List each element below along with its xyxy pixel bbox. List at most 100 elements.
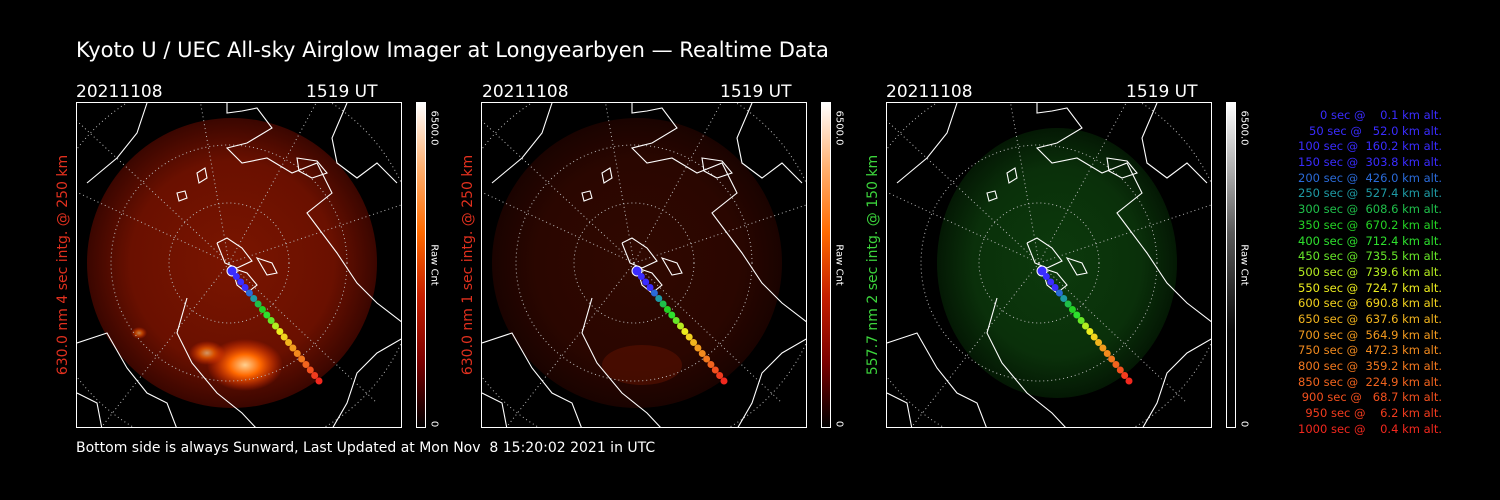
trajectory-point xyxy=(1086,328,1094,335)
panel-3-colorbar xyxy=(1226,102,1236,428)
trajectory-point xyxy=(1082,322,1089,330)
panel-2-ylabel: 630.0 nm 1 sec intg. @ 250 km xyxy=(460,154,476,376)
trajectory-point xyxy=(655,295,663,302)
trajectory-point xyxy=(685,333,693,341)
trajectory-point xyxy=(659,300,667,308)
legend-row: 100 sec @ 160.2 km alt. xyxy=(1298,139,1442,154)
trajectory-point xyxy=(698,350,706,357)
trajectory-point xyxy=(1099,344,1107,352)
trajectory-point xyxy=(293,350,301,357)
trajectory-point xyxy=(711,366,719,374)
trajectory-point xyxy=(703,355,711,363)
legend-row: 750 sec @ 472.3 km alt. xyxy=(1298,343,1442,358)
legend-row: 850 sec @ 224.9 km alt. xyxy=(1298,374,1442,389)
trajectory-point xyxy=(285,339,293,346)
legend-row: 550 sec @ 724.7 km alt. xyxy=(1298,280,1442,295)
trajectory-point xyxy=(1121,372,1129,379)
trajectory-point xyxy=(650,289,658,297)
trajectory-point xyxy=(707,361,715,368)
trajectory-point xyxy=(1047,278,1055,286)
trajectory-point xyxy=(1060,295,1068,302)
trajectory-point xyxy=(1090,333,1098,341)
trajectory-point xyxy=(1042,273,1050,280)
panel-3-colorbar-label: Raw Cnt xyxy=(1238,244,1250,286)
trajectory-point xyxy=(1125,377,1133,385)
trajectory-point xyxy=(1103,350,1111,357)
panel-2-colorbar-max: 6500.0 xyxy=(833,110,845,146)
panel-1-image xyxy=(76,102,402,428)
trajectory-point xyxy=(672,317,680,324)
legend-row: 650 sec @ 637.6 km alt. xyxy=(1298,311,1442,326)
legend-row: 300 sec @ 608.6 km alt. xyxy=(1298,202,1442,217)
trajectory-point xyxy=(1108,355,1116,363)
trajectory-point xyxy=(681,328,689,335)
trajectory-point xyxy=(1068,306,1076,313)
panel-1-time: 1519 UT xyxy=(306,82,378,102)
legend-row: 900 sec @ 68.7 km alt. xyxy=(1301,390,1442,405)
panel-3-colorbar-max: 6500.0 xyxy=(1238,110,1250,146)
legend-row: 150 sec @ 303.8 km alt. xyxy=(1298,155,1442,170)
legend-row: 700 sec @ 564.9 km alt. xyxy=(1298,327,1442,342)
legend-row: 450 sec @ 735.5 km alt. xyxy=(1298,249,1442,264)
legend-row: 600 sec @ 690.8 km alt. xyxy=(1298,296,1442,311)
trajectory-point xyxy=(690,339,698,346)
allsky-image xyxy=(887,103,1211,427)
legend-row: 350 sec @ 670.2 km alt. xyxy=(1298,217,1442,232)
legend-row: 50 sec @ 52.0 km alt. xyxy=(1309,123,1442,138)
panel-2-date: 20211108 xyxy=(482,82,569,102)
panel-3-time: 1519 UT xyxy=(1126,82,1198,102)
panel-1-colorbar-label: Raw Cnt xyxy=(428,244,440,286)
panel-3-image xyxy=(886,102,1212,428)
trajectory-point xyxy=(226,265,238,277)
legend-row: 250 sec @ 527.4 km alt. xyxy=(1298,186,1442,201)
trajectory-point xyxy=(668,311,676,319)
panel-2-colorbar-label: Raw Cnt xyxy=(833,244,845,286)
trajectory-point xyxy=(298,355,306,363)
trajectory-point xyxy=(311,372,319,379)
trajectory-point xyxy=(280,333,288,341)
legend-row: 400 sec @ 712.4 km alt. xyxy=(1298,233,1442,248)
trajectory-point xyxy=(241,284,249,291)
allsky-image xyxy=(77,103,401,427)
trajectory-point xyxy=(677,322,684,330)
trajectory-point xyxy=(272,322,279,330)
trajectory-point xyxy=(254,300,262,308)
allsky-image xyxy=(482,103,806,427)
legend-row: 1000 sec @ 0.4 km alt. xyxy=(1298,421,1442,436)
panel-2-image xyxy=(481,102,807,428)
trajectory-point xyxy=(315,377,323,385)
legend-row: 0 sec @ 0.1 km alt. xyxy=(1319,108,1442,122)
trajectory-point xyxy=(716,372,724,379)
trajectory-point xyxy=(258,306,266,313)
panel-3-colorbar-min: 0 xyxy=(1238,420,1250,428)
trajectory-point xyxy=(237,278,245,286)
trajectory-point xyxy=(1095,339,1103,346)
legend-row: 950 sec @ 6.2 km alt. xyxy=(1305,406,1442,421)
trajectory-point xyxy=(250,295,258,302)
trajectory-point xyxy=(1036,265,1048,277)
trajectory-point xyxy=(289,344,297,352)
trajectory-point xyxy=(306,366,314,374)
panel-2-colorbar-min: 0 xyxy=(833,420,845,428)
trajectory-point xyxy=(631,265,643,277)
trajectory-point xyxy=(663,306,671,313)
panel-2-time: 1519 UT xyxy=(720,82,792,102)
trajectory-point xyxy=(232,273,240,280)
panel-1-ylabel: 630.0 nm 4 sec intg. @ 250 km xyxy=(55,154,71,376)
trajectory-point xyxy=(1064,300,1072,308)
trajectory-legend: 0 sec @ 0.1 km alt. 50 sec @ 52.0 km alt… xyxy=(1262,108,1442,437)
trajectory-point xyxy=(302,361,310,368)
trajectory-point xyxy=(1077,317,1085,324)
legend-row: 800 sec @ 359.2 km alt. xyxy=(1298,359,1442,373)
panel-2-colorbar xyxy=(821,102,831,428)
panel-3-date: 20211108 xyxy=(886,82,973,102)
trajectory-point xyxy=(720,377,728,385)
trajectory-point xyxy=(1051,284,1059,291)
page-title: Kyoto U / UEC All-sky Airglow Imager at … xyxy=(76,38,829,62)
legend-row: 200 sec @ 426.0 km alt. xyxy=(1298,170,1442,185)
trajectory-point xyxy=(1112,361,1120,368)
trajectory-point xyxy=(1055,289,1063,297)
trajectory-point xyxy=(1073,311,1081,319)
trajectory-point xyxy=(245,289,253,297)
panel-1-date: 20211108 xyxy=(76,82,163,102)
